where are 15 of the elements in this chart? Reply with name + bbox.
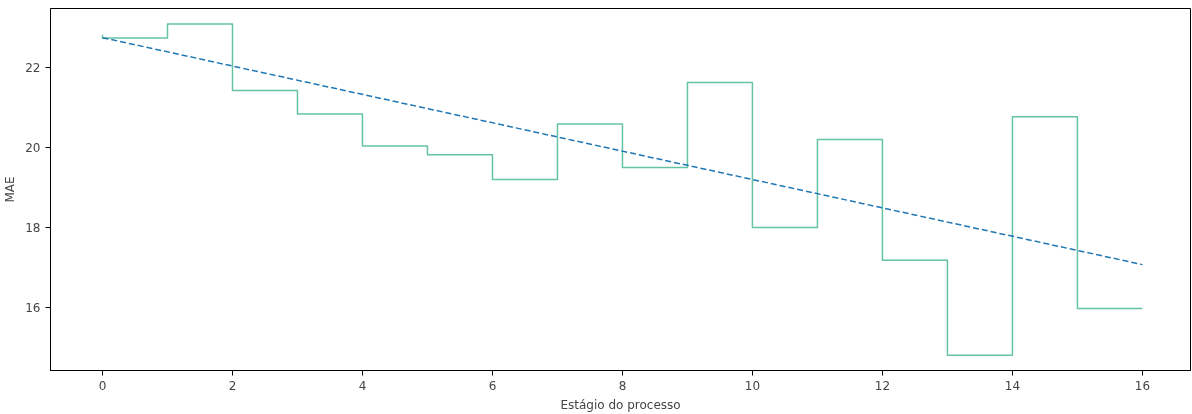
y-axis-title: MAE <box>3 176 18 203</box>
y-tick-label: 18 <box>25 220 41 235</box>
x-tick-label: 6 <box>488 378 497 393</box>
x-tick-label: 10 <box>744 378 761 393</box>
y-tick-label: 16 <box>25 300 41 315</box>
x-tick-label: 2 <box>228 378 237 393</box>
x-tick-label: 12 <box>874 378 891 393</box>
x-tick-label: 16 <box>1134 378 1151 393</box>
x-tick-label: 8 <box>618 378 627 393</box>
x-tick-label: 4 <box>358 378 367 393</box>
x-tick-label: 14 <box>1004 378 1021 393</box>
y-tick-label: 22 <box>25 61 41 76</box>
x-tick-label: 0 <box>98 378 107 393</box>
x-axis-title: Estágio do processo <box>560 397 681 412</box>
y-tick-label: 20 <box>25 141 41 156</box>
